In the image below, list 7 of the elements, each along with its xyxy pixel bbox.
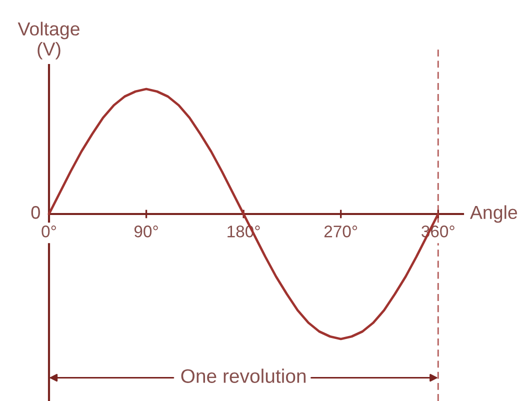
text: One revolution: [181, 368, 306, 383]
x-tick-label: 0°: [42, 226, 56, 238]
x-tick-label: 90°: [134, 226, 158, 238]
x-tick-label: 270°: [324, 226, 358, 238]
annotation: 0: [31, 206, 40, 219]
y-axis-title: Voltage (V): [18, 22, 80, 60]
x-axis-title: Angle: [470, 205, 518, 223]
